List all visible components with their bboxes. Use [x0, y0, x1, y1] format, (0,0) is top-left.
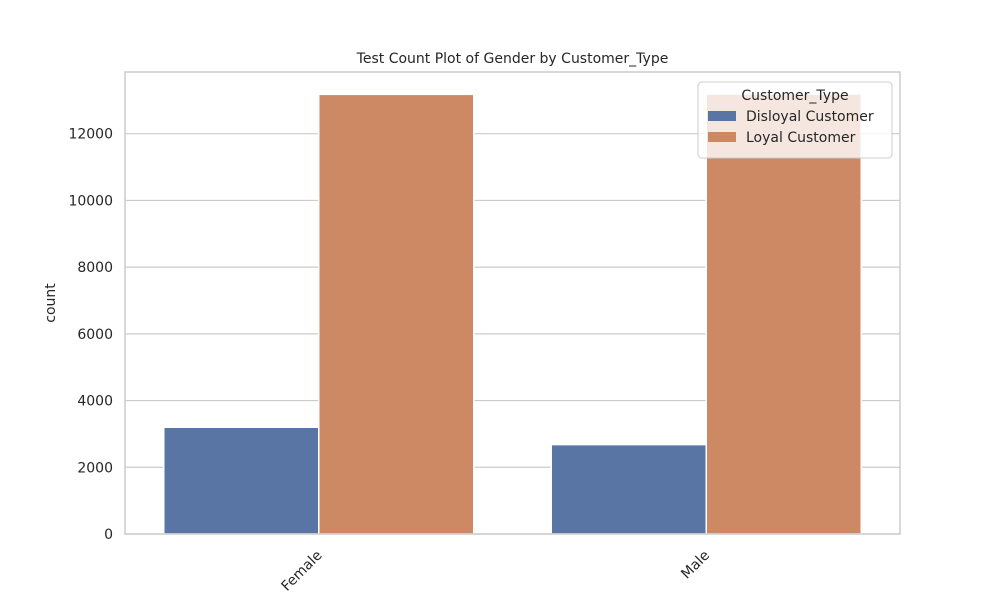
x-tick-labels: Female Male	[278, 548, 713, 595]
bar-female-loyal-customer	[318, 93, 475, 535]
y-tick-label: 6000	[77, 327, 113, 343]
legend-items: Disloyal Customer Loyal Customer	[708, 109, 874, 146]
legend-label: Loyal Customer	[746, 130, 856, 146]
plot-frame	[124, 71, 901, 535]
y-tick-label: 4000	[77, 394, 113, 410]
y-tick-label: 8000	[77, 260, 113, 276]
legend-label: Disloyal Customer	[746, 109, 874, 125]
bar-female-disloyal-customer	[163, 426, 320, 535]
legend: Customer_Type Disloyal Customer Loyal Cus…	[697, 81, 893, 159]
legend-box	[697, 81, 893, 159]
y-tick-label: 10000	[68, 193, 113, 209]
y-tick-label: 0	[104, 527, 113, 543]
legend-swatch	[708, 111, 736, 121]
bar-male-disloyal-customer	[550, 443, 707, 535]
y-tick-label: 12000	[68, 127, 113, 143]
y-tick-label: 2000	[77, 460, 113, 476]
bars	[163, 93, 862, 535]
chart-title: Test Count Plot of Gender by Customer_Ty…	[356, 51, 669, 67]
y-tick-labels: 0 2000 4000 6000 8000 10000 12000	[68, 127, 113, 543]
x-tick-label: Female	[278, 548, 325, 595]
x-tick-label: Male	[678, 548, 713, 583]
legend-swatch	[708, 132, 736, 142]
legend-title: Customer_Type	[741, 88, 848, 104]
y-axis-label: count	[43, 283, 59, 323]
bar-male-loyal-customer	[705, 93, 862, 535]
